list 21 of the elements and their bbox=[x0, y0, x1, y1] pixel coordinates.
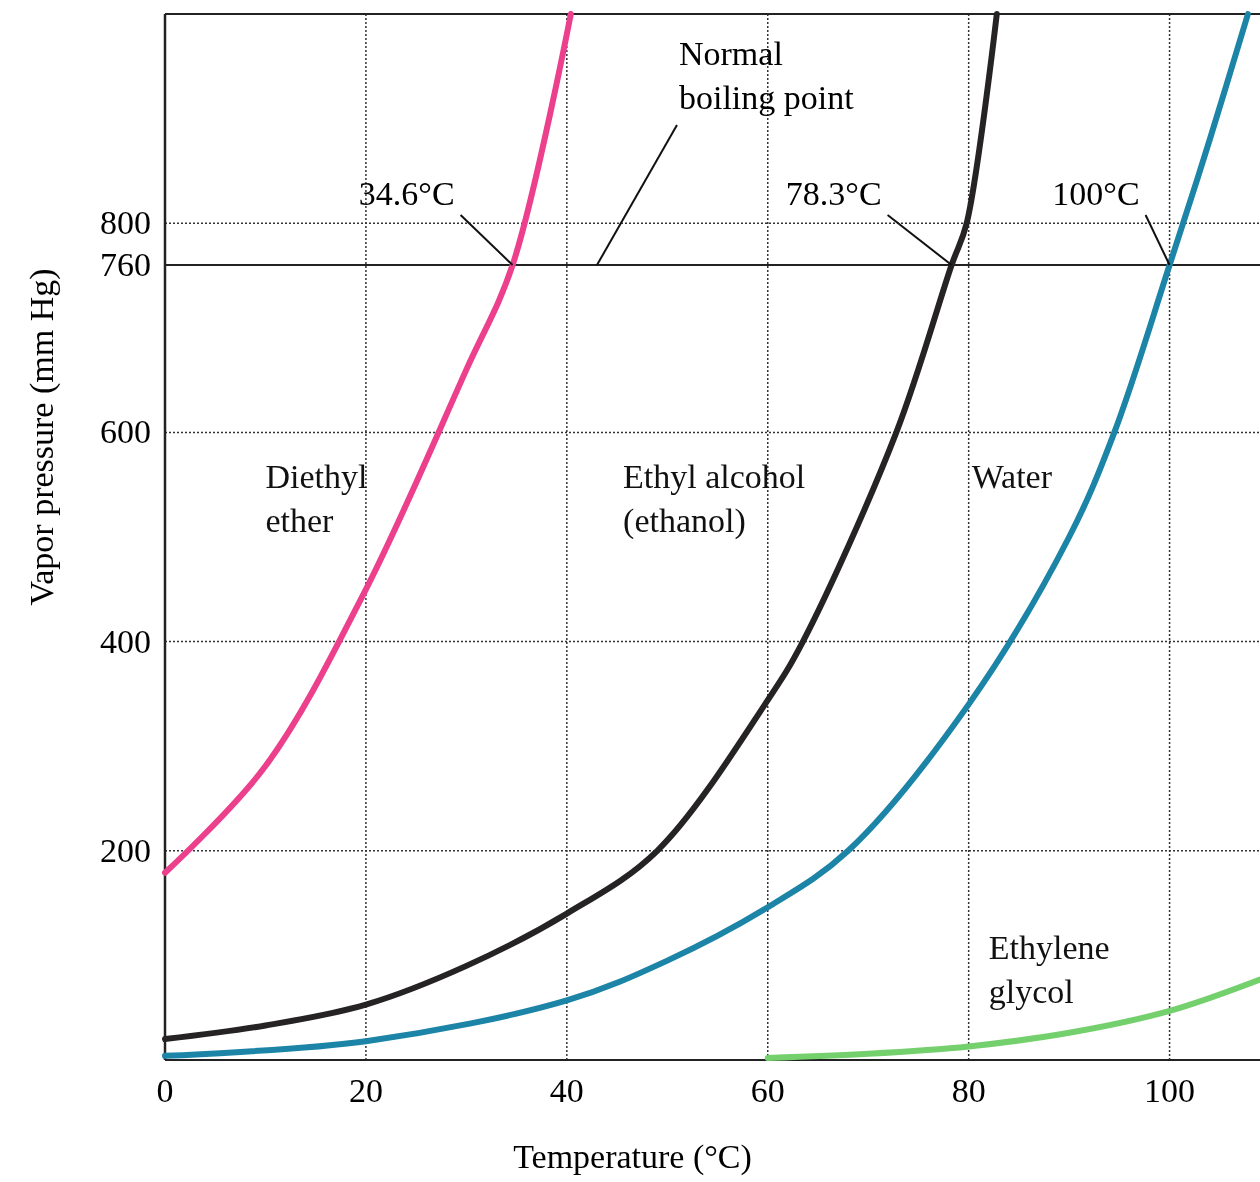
y-axis-title: Vapor pressure (mm Hg) bbox=[23, 268, 61, 606]
series-label: Water bbox=[971, 457, 1053, 495]
series-label: Ethyl alcohol (ethanol) bbox=[623, 457, 806, 540]
series-label: Ethylene glycol bbox=[988, 928, 1110, 1010]
x-tick-label: 0 bbox=[156, 1072, 174, 1109]
x-axis-title: Temperature (°C) bbox=[513, 1138, 752, 1176]
x-tick-label: 60 bbox=[750, 1072, 785, 1109]
annotation: 78.3°C bbox=[785, 175, 882, 213]
y-tick-label: 800 bbox=[100, 204, 151, 242]
y-tick-label: 400 bbox=[100, 622, 151, 660]
y-tick-label: 200 bbox=[100, 831, 151, 869]
x-tick-label: 100 bbox=[1144, 1072, 1196, 1109]
series-label: Diethyl ether bbox=[265, 457, 368, 539]
annotation: 34.6°C bbox=[358, 175, 455, 213]
ref-line-label: Normal boiling point bbox=[678, 35, 855, 117]
x-tick-label: 20 bbox=[348, 1072, 383, 1109]
annotation: 100°C bbox=[1052, 175, 1140, 213]
x-tick-label: 80 bbox=[951, 1072, 986, 1109]
y-tick-label: 600 bbox=[100, 413, 151, 451]
x-tick-label: 40 bbox=[549, 1072, 584, 1109]
y-tick-label: 760 bbox=[100, 246, 151, 284]
